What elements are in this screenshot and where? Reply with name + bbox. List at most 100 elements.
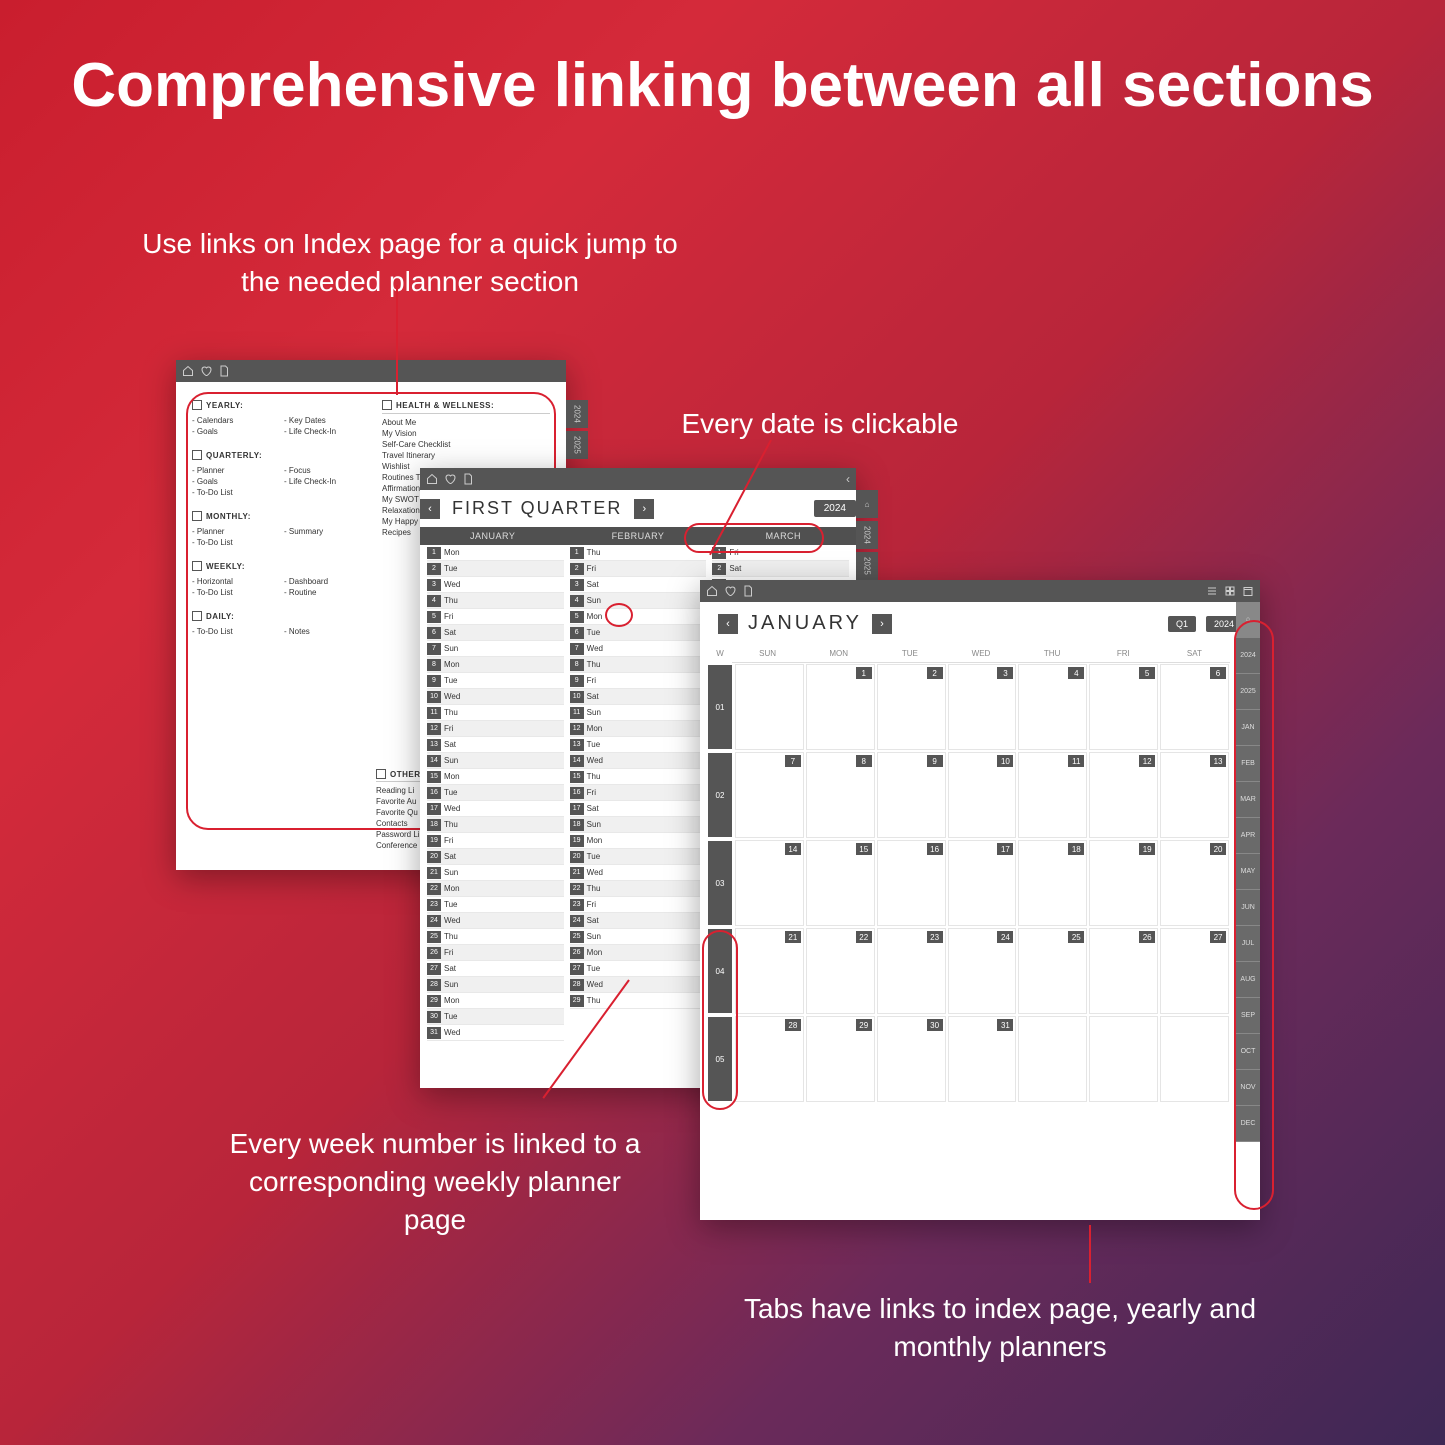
quarter-day-row[interactable]: 10Sat <box>570 689 707 705</box>
month-day-cell[interactable]: 10 <box>948 752 1017 838</box>
quarter-day-row[interactable]: 16Fri <box>570 785 707 801</box>
home-icon[interactable] <box>426 473 438 485</box>
index-link[interactable]: Conference <box>376 841 426 850</box>
quarter-day-row[interactable]: 27Tue <box>570 961 707 977</box>
index-link[interactable]: Horizontal <box>192 577 268 586</box>
index-link[interactable]: Password Li <box>376 830 426 839</box>
quarter-day-row[interactable]: 19Fri <box>427 833 564 849</box>
quarter-day-row[interactable]: 7Wed <box>570 641 707 657</box>
quarter-day-row[interactable]: 19Mon <box>570 833 707 849</box>
year-tab[interactable]: 2025 <box>566 431 588 459</box>
month-day-cell[interactable]: 18 <box>1018 840 1087 926</box>
quarter-day-row[interactable]: 17Sat <box>570 801 707 817</box>
quarter-day-row[interactable]: 2Tue <box>427 561 564 577</box>
index-link[interactable]: Reading Li <box>376 786 426 795</box>
quarter-day-row[interactable]: 3Sat <box>570 577 707 593</box>
week-number[interactable]: 04 <box>708 929 732 1013</box>
month-day-cell[interactable]: 3 <box>948 664 1017 750</box>
month-header[interactable]: MARCH <box>711 527 856 545</box>
month-tab[interactable]: JUL <box>1236 926 1260 962</box>
month-day-cell[interactable]: 9 <box>877 752 946 838</box>
quarter-year-badge[interactable]: 2024 <box>814 500 856 517</box>
quarter-day-row[interactable]: 13Sat <box>427 737 564 753</box>
month-day-cell[interactable]: 5 <box>1089 664 1158 750</box>
index-link[interactable]: Focus <box>284 466 360 475</box>
quarter-day-row[interactable]: 22Mon <box>427 881 564 897</box>
month-day-cell[interactable]: 16 <box>877 840 946 926</box>
quarter-day-row[interactable]: 29Thu <box>570 993 707 1009</box>
quarter-day-row[interactable]: 25Sun <box>570 929 707 945</box>
month-day-cell[interactable]: 1 <box>806 664 875 750</box>
quarter-day-row[interactable]: 17Wed <box>427 801 564 817</box>
quarter-day-row[interactable]: 26Fri <box>427 945 564 961</box>
index-link[interactable]: Contacts <box>376 819 426 828</box>
week-number[interactable]: 03 <box>708 841 732 925</box>
week-number[interactable]: 02 <box>708 753 732 837</box>
week-number[interactable]: 01 <box>708 665 732 749</box>
quarter-day-row[interactable]: 18Sun <box>570 817 707 833</box>
quarter-day-row[interactable]: 14Wed <box>570 753 707 769</box>
week-number[interactable]: 05 <box>708 1017 732 1101</box>
month-day-cell[interactable]: 14 <box>735 840 804 926</box>
index-link[interactable]: Calendars <box>192 416 268 425</box>
month-tab[interactable]: OCT <box>1236 1034 1260 1070</box>
month-day-cell[interactable] <box>1018 1016 1087 1102</box>
index-link[interactable]: To-Do List <box>192 488 268 497</box>
index-link[interactable]: Life Check-In <box>284 477 360 486</box>
month-day-cell[interactable]: 23 <box>877 928 946 1014</box>
heart-icon[interactable] <box>724 585 736 597</box>
quarter-day-row[interactable]: 10Wed <box>427 689 564 705</box>
quarter-day-row[interactable]: 21Wed <box>570 865 707 881</box>
index-link[interactable]: Favorite Qu <box>376 808 426 817</box>
month-tab[interactable]: SEP <box>1236 998 1260 1034</box>
quarter-day-row[interactable]: 15Mon <box>427 769 564 785</box>
month-day-cell[interactable]: 15 <box>806 840 875 926</box>
home-icon[interactable] <box>182 365 194 377</box>
index-link[interactable]: Notes <box>284 627 360 636</box>
month-day-cell[interactable]: 8 <box>806 752 875 838</box>
next-quarter-button[interactable]: › <box>634 499 654 519</box>
month-day-cell[interactable]: 24 <box>948 928 1017 1014</box>
side-tab[interactable]: 2024 <box>856 521 878 549</box>
home-icon[interactable] <box>706 585 718 597</box>
quarter-day-row[interactable]: 1Mon <box>427 545 564 561</box>
month-day-cell[interactable]: 11 <box>1018 752 1087 838</box>
calendar-icon[interactable] <box>1242 585 1254 597</box>
quarter-day-row[interactable]: 21Sun <box>427 865 564 881</box>
quarter-day-row[interactable]: 13Tue <box>570 737 707 753</box>
quarter-day-row[interactable]: 31Wed <box>427 1025 564 1041</box>
index-link[interactable]: To-Do List <box>192 538 268 547</box>
next-month-button[interactable]: › <box>872 614 892 634</box>
index-link[interactable]: Favorite Au <box>376 797 426 806</box>
quarter-day-row[interactable]: 2Fri <box>570 561 707 577</box>
index-link[interactable]: Life Check-In <box>284 427 360 436</box>
month-day-cell[interactable] <box>1089 1016 1158 1102</box>
month-day-cell[interactable]: 17 <box>948 840 1017 926</box>
month-day-cell[interactable] <box>1160 1016 1229 1102</box>
month-day-cell[interactable]: 19 <box>1089 840 1158 926</box>
quarter-day-row[interactable]: 4Sun <box>570 593 707 609</box>
index-link[interactable]: Goals <box>192 477 268 486</box>
index-link[interactable]: Routine <box>284 588 360 597</box>
prev-quarter-button[interactable]: ‹ <box>420 499 440 519</box>
side-tab[interactable]: ⌂ <box>856 490 878 518</box>
grid-icon[interactable] <box>1224 585 1236 597</box>
quarter-day-row[interactable]: 9Fri <box>570 673 707 689</box>
index-link[interactable]: Summary <box>284 527 360 536</box>
quarter-day-row[interactable]: 1Thu <box>570 545 707 561</box>
list-icon[interactable] <box>1206 585 1218 597</box>
month-tab[interactable]: JUN <box>1236 890 1260 926</box>
quarter-day-row[interactable]: 30Tue <box>427 1009 564 1025</box>
quarter-day-row[interactable]: 24Sat <box>570 913 707 929</box>
quarter-day-row[interactable]: 24Wed <box>427 913 564 929</box>
quarter-day-row[interactable]: 11Thu <box>427 705 564 721</box>
heart-icon[interactable] <box>200 365 212 377</box>
heart-icon[interactable] <box>444 473 456 485</box>
month-tab[interactable]: MAY <box>1236 854 1260 890</box>
index-link[interactable]: Travel Itinerary <box>382 451 550 460</box>
index-link[interactable]: Planner <box>192 466 268 475</box>
side-tab[interactable]: 2025 <box>856 552 878 580</box>
index-link[interactable]: About Me <box>382 418 550 427</box>
month-day-cell[interactable]: 21 <box>735 928 804 1014</box>
month-day-cell[interactable]: 7 <box>735 752 804 838</box>
